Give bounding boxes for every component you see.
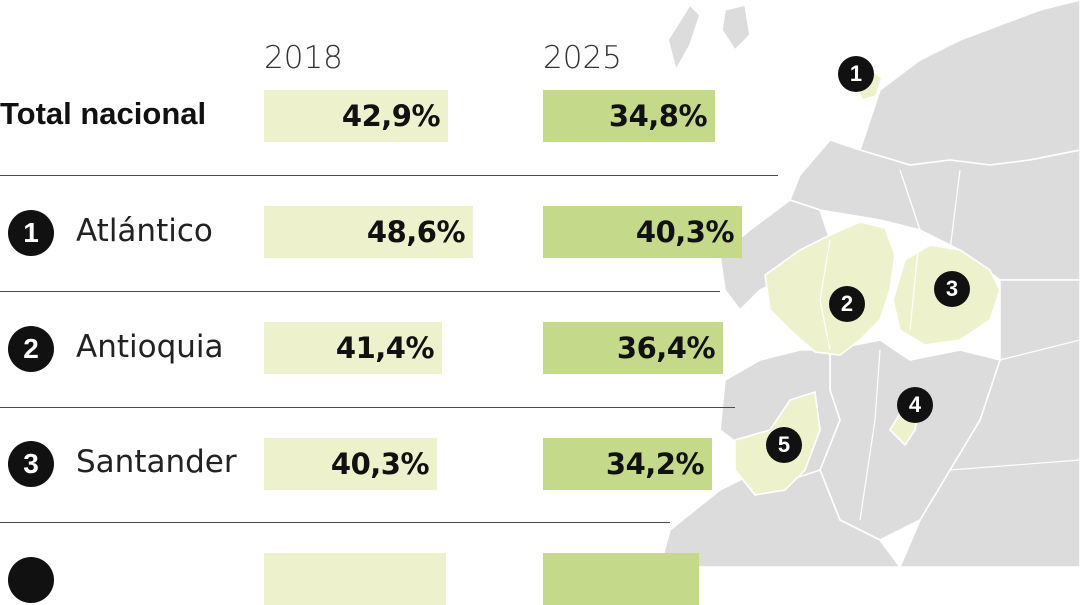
bar-2018-total: 42,9% (264, 90, 448, 142)
bar-2025-antioquia: 36,4% (543, 322, 723, 374)
map-region-island-2 (721, 4, 751, 52)
row-label-santander: Santander (76, 444, 237, 480)
bar-2025-row-4 (543, 553, 699, 605)
year-header-2018: 2018 (264, 40, 343, 76)
row-number-4 (8, 557, 54, 603)
map-region-coast (788, 139, 1080, 281)
row-number-3: 3 (8, 441, 54, 487)
bar-2025-total: 34,8% (543, 90, 715, 142)
divider (0, 407, 735, 408)
map-marker-3: 3 (934, 271, 970, 307)
map-region-north (858, 0, 1080, 166)
row-number-2: 2 (8, 326, 54, 372)
map-antioquia (764, 221, 896, 356)
bar-2018-antioquia: 41,4% (264, 322, 442, 374)
bar-2018-santander: 40,3% (264, 438, 437, 490)
year-header-2025: 2025 (543, 40, 622, 76)
map-marker-1: 1 (838, 56, 874, 92)
map-region-southwest (659, 469, 901, 567)
total-label: Total nacional (0, 96, 207, 131)
row-label-antioquia: Antioquia (76, 329, 224, 365)
divider (0, 522, 670, 523)
bar-2025-atlantico: 40,3% (543, 206, 742, 258)
map-marker-2: 2 (829, 286, 865, 322)
divider (0, 291, 720, 292)
map-region-islands (667, 3, 701, 73)
row-number-1: 1 (8, 210, 54, 256)
divider (0, 175, 778, 176)
colombia-map (659, 0, 1080, 567)
bar-2018-atlantico: 48,6% (264, 206, 473, 258)
row-label-atlantico: Atlántico (76, 213, 213, 249)
bar-2025-santander: 34,2% (543, 438, 712, 490)
map-marker-4: 4 (897, 387, 933, 423)
bar-2018-row-4 (264, 553, 446, 605)
map-marker-5: 5 (766, 427, 802, 463)
